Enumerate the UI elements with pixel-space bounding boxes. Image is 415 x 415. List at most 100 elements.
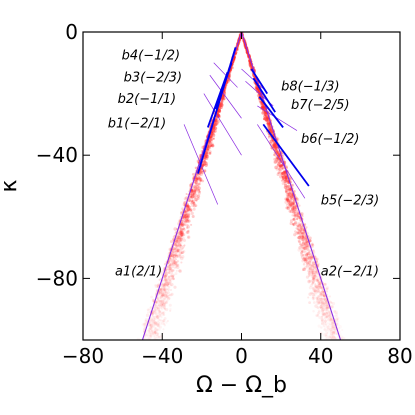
density-point xyxy=(158,313,162,317)
density-point xyxy=(281,171,286,176)
density-point xyxy=(332,326,336,330)
density-point xyxy=(208,151,212,155)
density-point xyxy=(208,152,212,155)
density-point xyxy=(163,287,167,291)
density-point xyxy=(174,250,177,253)
density-point xyxy=(203,156,207,159)
density-point xyxy=(220,101,223,105)
density-point xyxy=(315,297,319,300)
density-point xyxy=(186,207,190,211)
density-point xyxy=(179,237,183,241)
density-point xyxy=(308,266,313,271)
density-point xyxy=(165,294,169,298)
density-point xyxy=(156,307,159,310)
density-point xyxy=(179,231,184,235)
density-point xyxy=(317,283,321,287)
density-point xyxy=(172,261,175,264)
density-point xyxy=(177,250,180,253)
density-point xyxy=(171,262,175,266)
annotation-b523: b5(−2/3) xyxy=(321,193,379,208)
density-point xyxy=(264,118,268,121)
density-point xyxy=(192,207,196,211)
density-point xyxy=(173,242,177,245)
density-point xyxy=(180,233,184,237)
density-point xyxy=(180,231,184,235)
density-point xyxy=(294,221,298,225)
density-point xyxy=(158,291,162,295)
density-point xyxy=(187,235,191,239)
density-point xyxy=(275,156,279,160)
density-point xyxy=(153,306,156,310)
density-point xyxy=(307,261,311,265)
density-point xyxy=(329,317,333,321)
density-point xyxy=(150,327,153,330)
density-point xyxy=(149,326,153,330)
density-point xyxy=(298,204,301,207)
density-point xyxy=(165,299,169,303)
density-point xyxy=(196,194,201,198)
density-point xyxy=(308,263,311,266)
density-point xyxy=(179,244,183,248)
density-point xyxy=(217,106,222,110)
density-point xyxy=(312,268,315,271)
density-point xyxy=(219,104,222,108)
density-point xyxy=(163,274,167,278)
density-point xyxy=(169,307,172,311)
density-point xyxy=(302,263,306,266)
density-point xyxy=(182,237,185,240)
density-point xyxy=(169,267,173,270)
density-point xyxy=(179,238,183,242)
density-point xyxy=(221,95,225,99)
density-point xyxy=(272,145,276,149)
density-point xyxy=(170,272,174,276)
density-point xyxy=(153,310,157,315)
density-point xyxy=(281,167,284,170)
density-point xyxy=(170,292,174,296)
density-point xyxy=(150,317,153,320)
density-point xyxy=(168,297,171,300)
density-point xyxy=(317,295,320,298)
density-point xyxy=(190,192,195,197)
density-point xyxy=(187,209,190,212)
density-point xyxy=(167,264,171,268)
density-point xyxy=(295,196,298,200)
density-point xyxy=(264,115,268,120)
density-point xyxy=(185,212,188,215)
density-point xyxy=(163,289,168,293)
density-point xyxy=(273,144,277,148)
density-point xyxy=(321,305,325,309)
density-point xyxy=(195,179,198,182)
density-point xyxy=(167,262,171,266)
density-point xyxy=(302,235,305,238)
density-point xyxy=(289,195,293,199)
density-point xyxy=(164,271,169,275)
density-point xyxy=(287,187,291,191)
density-point xyxy=(162,300,165,303)
density-point xyxy=(197,189,201,193)
density-point xyxy=(308,256,311,259)
density-point xyxy=(271,144,275,148)
density-point xyxy=(315,278,320,282)
density-point xyxy=(163,275,167,278)
density-point xyxy=(276,172,280,177)
density-point xyxy=(319,298,323,302)
density-point xyxy=(211,137,214,141)
density-point xyxy=(303,246,307,251)
density-point xyxy=(160,286,164,289)
density-point xyxy=(156,283,159,287)
density-point xyxy=(208,145,211,149)
density-point xyxy=(313,288,318,293)
density-point xyxy=(276,151,280,155)
density-point xyxy=(146,329,150,334)
density-point xyxy=(294,208,299,212)
density-point xyxy=(184,207,188,210)
density-point xyxy=(316,306,320,309)
density-point xyxy=(317,302,321,305)
density-point xyxy=(152,319,156,324)
density-point xyxy=(170,269,174,273)
density-point xyxy=(206,152,209,156)
density-point xyxy=(177,235,180,238)
density-point xyxy=(193,190,196,193)
density-point xyxy=(290,207,295,211)
